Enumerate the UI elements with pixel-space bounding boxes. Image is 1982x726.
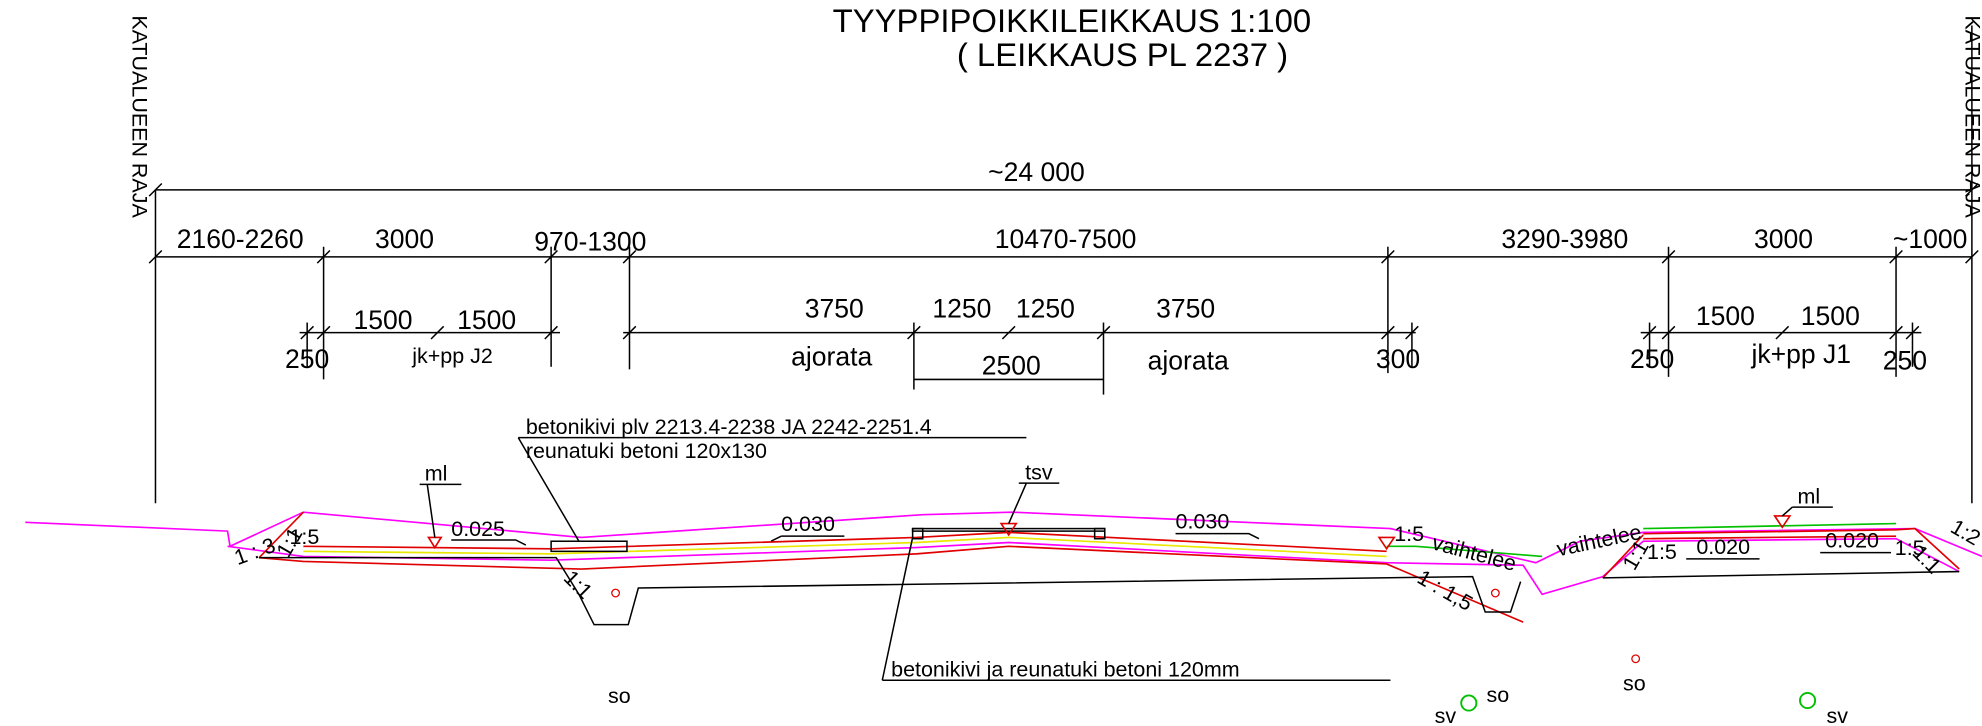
- subtitle: ( LEIKKAUS PL 2237 ): [957, 36, 1288, 73]
- note: so: [608, 684, 631, 708]
- note: betonikivi ja reunatuki betoni 120mm: [891, 657, 1239, 681]
- dimension: 2500: [982, 350, 1041, 380]
- dimension: 3750: [805, 293, 864, 323]
- page: {"header": {"title": "TYYPPIPOIKKILEIKKA…: [0, 0, 1982, 726]
- slope-label: 0.020: [1696, 535, 1750, 559]
- dimension: 250: [1883, 345, 1927, 375]
- dimension: 1500: [1801, 301, 1860, 331]
- dimension: 3750: [1156, 293, 1215, 323]
- dimension: 300: [1376, 344, 1420, 374]
- slope-label: 1 : 3: [231, 533, 278, 570]
- note: so: [1623, 671, 1646, 695]
- slope-label: 0.030: [781, 512, 835, 536]
- dimension: ~24 000: [988, 157, 1085, 187]
- dimension: 1250: [932, 293, 991, 323]
- slope-label: 1:5: [1394, 522, 1424, 546]
- dimension: 1250: [1016, 293, 1075, 323]
- title: TYYPPIPOIKKILEIKKAUS 1:100: [833, 2, 1312, 39]
- dimension: 970-1300: [534, 227, 646, 257]
- dimension: 250: [285, 344, 329, 374]
- dimension: 3290-3980: [1501, 224, 1628, 254]
- note: sv: [1827, 704, 1849, 726]
- lane-label: jk+pp J1: [1750, 339, 1851, 369]
- dimension: 250: [1630, 344, 1674, 374]
- dimension: 2160-2260: [177, 224, 304, 254]
- dimension: 3000: [375, 224, 434, 254]
- dimension: 1500: [353, 305, 412, 335]
- cross-section-drawing: TYYPPIPOIKKILEIKKAUS 1:100 ( LEIKKAUS PL…: [0, 0, 1982, 726]
- slope-label: 0.025: [451, 517, 505, 541]
- boundary-label: KATUALUEEN RAJA: [128, 15, 152, 218]
- dimension: ~1000: [1893, 224, 1968, 254]
- note: ml: [1797, 484, 1820, 508]
- note: sv: [1435, 704, 1457, 726]
- slope-label: 0.020: [1825, 529, 1879, 553]
- note: reunatuki betoni 120x130: [526, 439, 767, 463]
- note: betonikivi plv 2213.4-2238 JA 2242-2251.…: [526, 415, 932, 439]
- note: tsv: [1025, 460, 1053, 484]
- lane-label: jk+pp J2: [411, 344, 493, 368]
- dimension: 3000: [1754, 224, 1813, 254]
- dimension-lines: [149, 26, 1978, 504]
- lane-label: ajorata: [1148, 345, 1229, 375]
- slope-label: 1 : 1,5: [1413, 565, 1477, 616]
- dimension: 10470-7500: [995, 224, 1137, 254]
- lane-label: ajorata: [791, 342, 872, 372]
- slope-label: 0.030: [1176, 510, 1230, 534]
- note: so: [1487, 683, 1510, 707]
- note: vaihtelee: [1430, 530, 1519, 575]
- dimension: 1500: [457, 305, 516, 335]
- dimension: 1500: [1696, 301, 1755, 331]
- slope-label: 1:2: [1947, 515, 1982, 551]
- note: ml: [425, 462, 448, 486]
